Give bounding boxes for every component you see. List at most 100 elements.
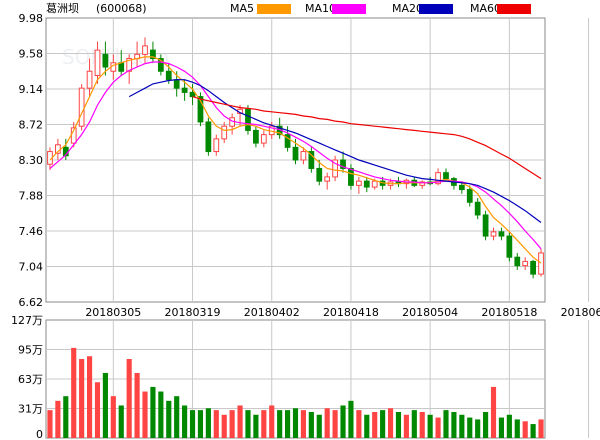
date-tick-label: 20180518 <box>481 306 537 319</box>
volume-bar <box>380 410 386 438</box>
volume-bar <box>316 414 322 438</box>
volume-bar <box>126 359 132 438</box>
candle-body <box>157 58 164 72</box>
price-tick-label: 7.88 <box>19 190 44 203</box>
candle-body <box>118 62 125 72</box>
volume-bar <box>47 410 53 438</box>
candle-body <box>530 260 536 275</box>
volume-bar <box>110 396 116 438</box>
volume-bar <box>292 408 299 438</box>
candle-body <box>482 214 489 237</box>
candle-body <box>165 70 172 81</box>
volume-bar <box>189 410 196 438</box>
ma20-line <box>128 79 542 223</box>
price-tick-label: 9.98 <box>19 12 44 25</box>
volume-bar <box>300 410 306 438</box>
candle-body <box>308 151 315 169</box>
stock-name: 葛洲坝 <box>46 1 79 15</box>
volume-bar <box>229 410 235 438</box>
volume-bar <box>71 347 77 438</box>
candle-body <box>292 146 299 161</box>
candle-body <box>221 125 228 140</box>
volume-panel: 127万 95万 63万 31万 0 <box>11 314 590 440</box>
price-tick-label: 7.04 <box>19 261 44 274</box>
legend-label-ma10: MA10 <box>305 2 336 15</box>
volume-bar <box>419 411 425 438</box>
volume-bar <box>467 417 473 438</box>
chart-header: 葛洲坝 (600068) MA5 MA10 MA20 MA60 <box>46 1 531 15</box>
volume-tick-label: 31万 <box>18 403 43 416</box>
volume-bar <box>150 386 156 438</box>
volume-bar <box>221 414 227 438</box>
volume-bar <box>277 410 283 438</box>
volume-bar <box>197 410 204 438</box>
legend-swatch-ma20 <box>419 4 453 14</box>
ma60-line <box>192 96 542 180</box>
date-tick-label: 20180402 <box>244 306 300 319</box>
candle-body <box>435 172 441 185</box>
volume-bar <box>158 391 164 438</box>
volume-bar <box>324 408 330 438</box>
date-tick-label: 20180601 <box>561 306 600 319</box>
volume-tick-label: 0 <box>36 428 43 440</box>
legend-swatch-ma5 <box>257 4 291 14</box>
price-tick-label: 9.58 <box>19 48 44 61</box>
price-tick-label: 8.72 <box>19 119 44 132</box>
volume-bar <box>443 410 449 438</box>
volume-bar <box>356 410 362 438</box>
candle-body <box>142 45 148 55</box>
volume-bar <box>269 405 275 438</box>
candle-body <box>498 231 505 237</box>
candle-body <box>260 134 267 144</box>
volume-bar <box>79 359 85 438</box>
volume-bar <box>490 386 497 438</box>
candle-body <box>522 260 529 267</box>
candle-body <box>363 180 370 188</box>
candle-body <box>419 181 426 186</box>
candle-body <box>189 91 196 98</box>
volume-bar <box>166 400 172 438</box>
volume-bar <box>55 400 61 438</box>
volume-bar <box>348 400 354 438</box>
ma10-line <box>49 61 542 250</box>
candle-body <box>340 159 346 169</box>
stock-code: (600068) <box>96 2 147 15</box>
volume-bar <box>411 410 417 438</box>
date-tick-label: 20180418 <box>323 306 379 319</box>
volume-bar <box>86 356 93 438</box>
volume-bar <box>213 410 219 438</box>
volume-bar <box>506 414 512 438</box>
volume-bar <box>205 408 211 438</box>
legend-label-ma60: MA60 <box>470 2 501 15</box>
candle-body <box>490 231 497 237</box>
price-tick-label: 9.14 <box>19 83 44 96</box>
volume-bar <box>142 391 148 438</box>
date-tick-label: 20180504 <box>402 306 458 319</box>
volume-bar <box>372 411 378 438</box>
candle-body <box>458 184 465 191</box>
volume-bar <box>395 411 402 438</box>
volume-bar <box>483 411 489 438</box>
volume-bar <box>340 405 346 438</box>
volume-bar <box>118 405 124 438</box>
candle-body <box>300 151 307 161</box>
candle-body <box>355 180 362 186</box>
candle-body <box>173 79 180 89</box>
volume-bar <box>498 417 505 438</box>
candle-body <box>102 53 109 68</box>
volume-bar <box>245 410 251 438</box>
volume-bar <box>174 396 180 438</box>
date-tick-label: 20180305 <box>85 306 141 319</box>
volume-bar <box>522 421 528 438</box>
candle-body <box>443 172 449 180</box>
volume-bar <box>102 372 108 438</box>
candle-body <box>466 189 473 203</box>
candle-body <box>181 87 188 93</box>
volume-bar <box>285 410 291 438</box>
candle-body <box>205 121 212 153</box>
candle-body <box>324 176 331 182</box>
volume-bar <box>538 419 544 438</box>
candle-body <box>538 252 544 275</box>
candle-body <box>94 49 101 76</box>
